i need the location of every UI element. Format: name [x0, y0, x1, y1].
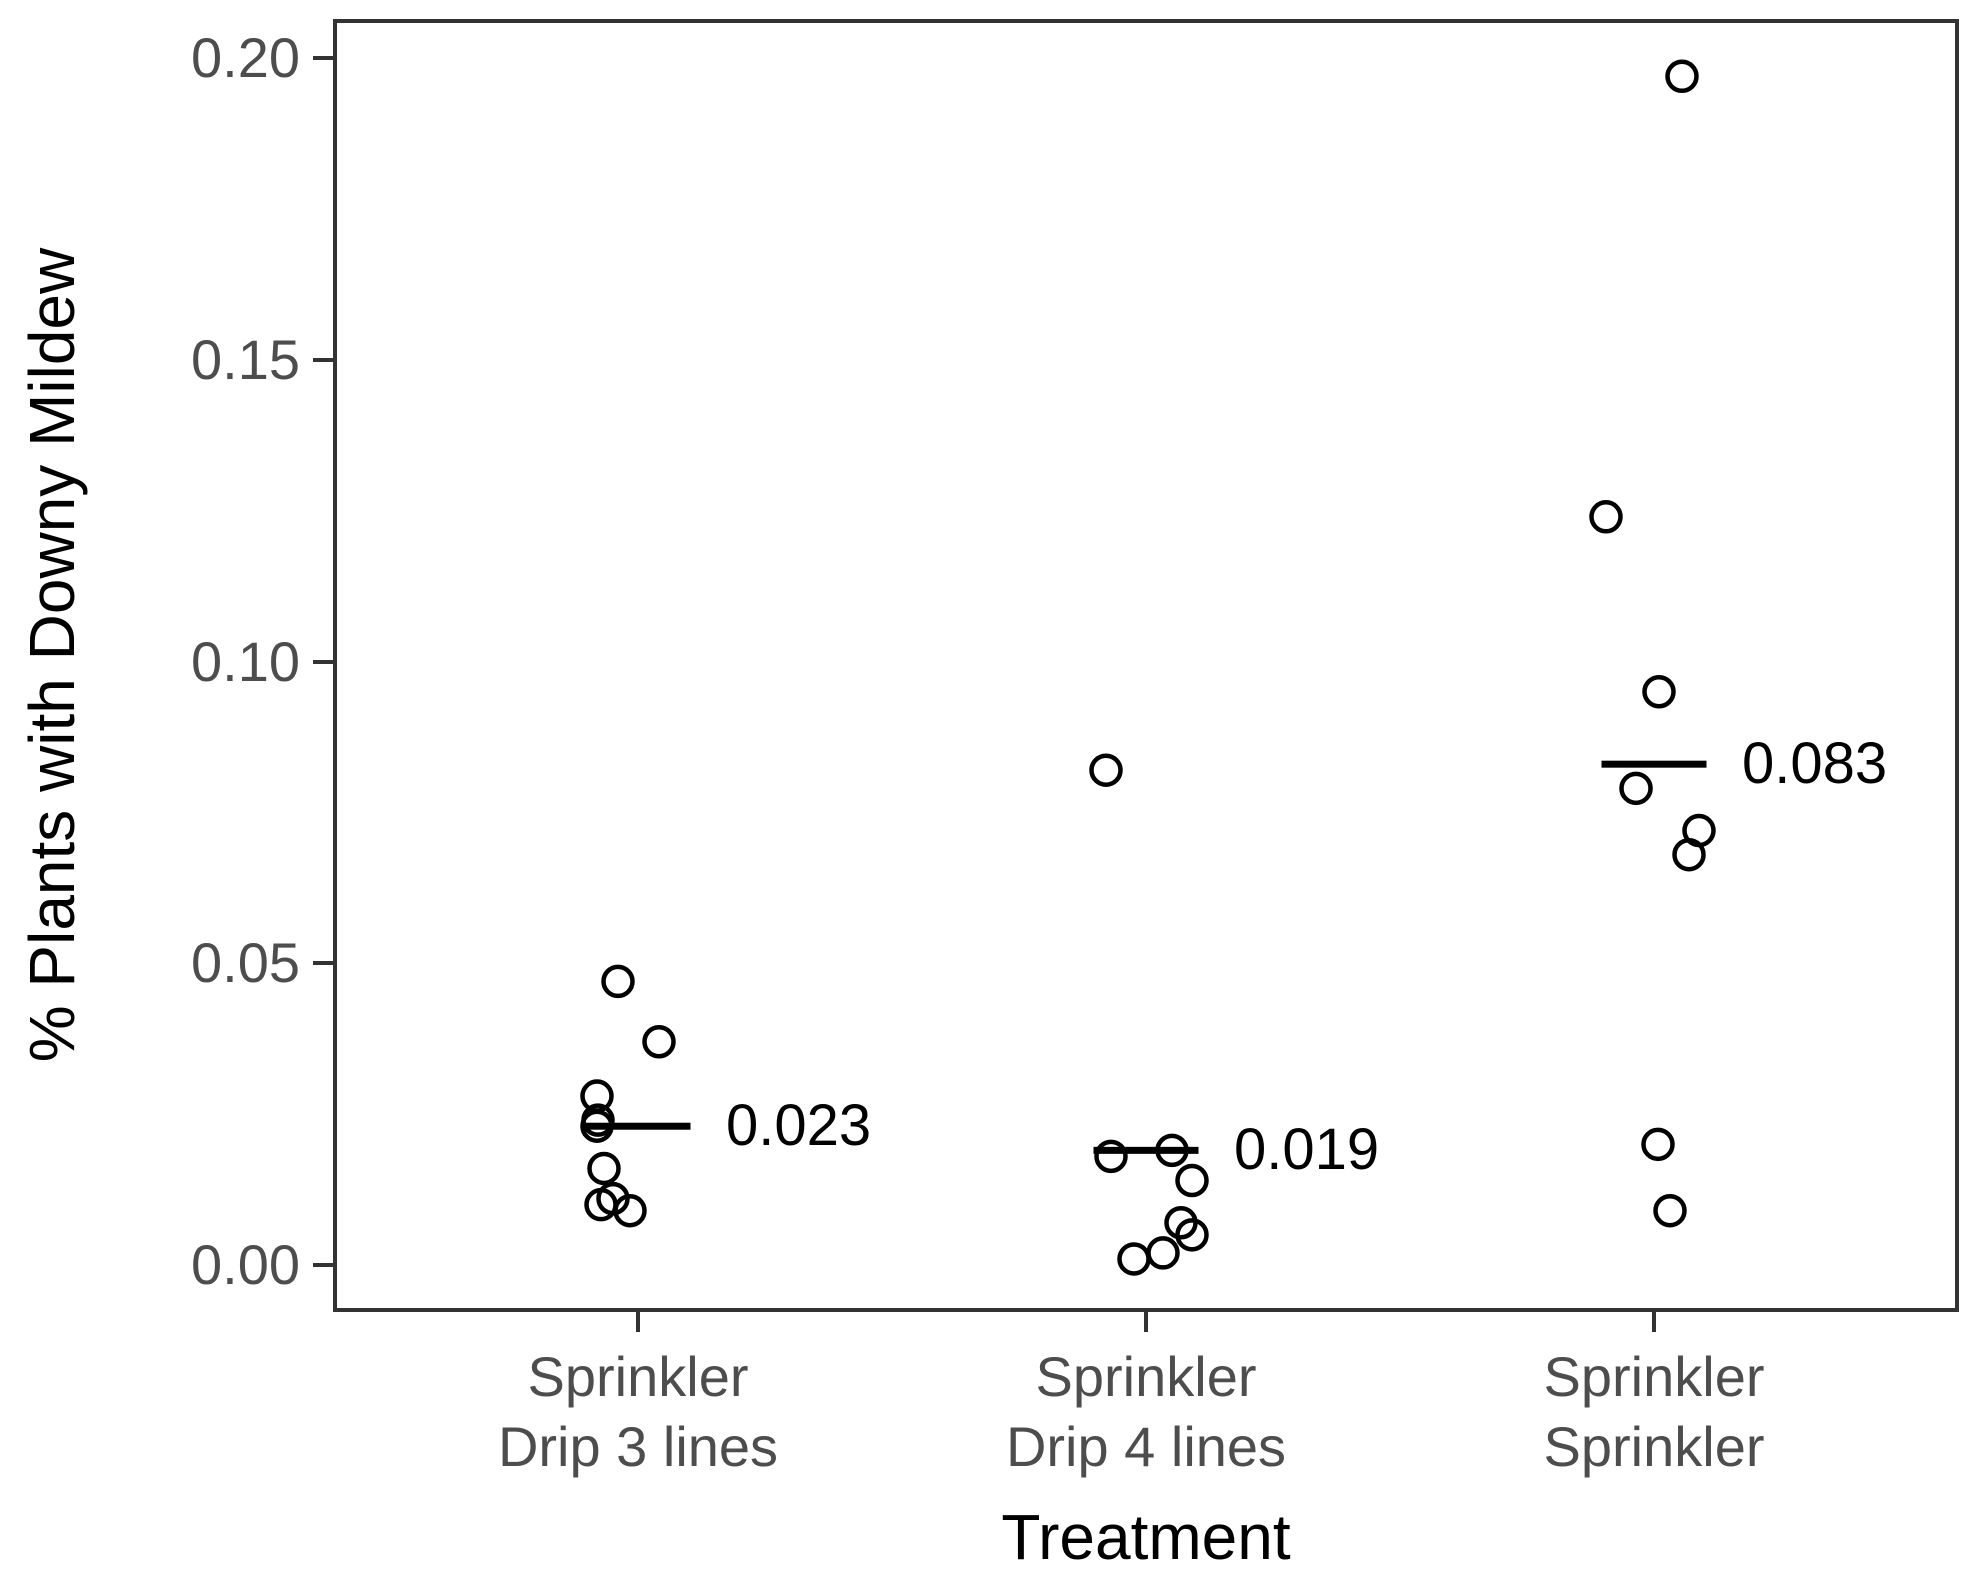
- data-point: [587, 1151, 621, 1186]
- y-axis-tick: [313, 357, 333, 362]
- data-point: [1175, 1163, 1209, 1198]
- x-tick-label-line: Sprinkler: [527, 1345, 749, 1408]
- data-point: [642, 1024, 676, 1059]
- x-tick-label: Sprinkler Drip 4 lines: [846, 1342, 1446, 1482]
- x-tick-label-line: Drip 3 lines: [497, 1415, 779, 1478]
- y-tick-label: 0.15: [191, 327, 300, 391]
- x-tick-label-line: Drip 4 lines: [1005, 1415, 1287, 1478]
- x-axis-tick: [1144, 1312, 1148, 1332]
- data-point: [1146, 1236, 1180, 1270]
- data-point: [1175, 1218, 1209, 1252]
- x-tick-label-line: Sprinkler: [1035, 1345, 1257, 1408]
- y-tick-label: 0.10: [191, 629, 300, 693]
- plot-canvas: [580, 59, 1716, 1276]
- group-mean-line: [1093, 1146, 1199, 1154]
- data-point: [601, 964, 635, 999]
- group-mean-value-label: 0.019: [1234, 1117, 1380, 1183]
- data-point: [1117, 1242, 1151, 1276]
- y-axis-tick: [313, 961, 333, 966]
- y-axis-tick: [313, 659, 333, 664]
- data-point: [1094, 1139, 1128, 1174]
- y-axis-tick: [313, 56, 333, 61]
- x-tick-label: Sprinkler Sprinkler: [1354, 1342, 1954, 1482]
- x-tick-label-line: Sprinkler: [1543, 1345, 1765, 1408]
- group-mean-line: [1601, 760, 1707, 768]
- data-point: [1665, 59, 1699, 94]
- data-point: [1642, 675, 1676, 709]
- x-axis-tick: [1652, 1312, 1656, 1332]
- data-point: [1653, 1193, 1687, 1228]
- x-axis-tick: [636, 1312, 640, 1332]
- data-point: [613, 1193, 647, 1228]
- group-mean-value-label: 0.023: [726, 1093, 872, 1159]
- y-tick-label: 0.05: [191, 931, 300, 995]
- y-axis-tick: [313, 1263, 333, 1267]
- plot-panel: [333, 19, 1959, 1312]
- y-tick-label: 0.00: [191, 1233, 300, 1296]
- data-point: [1672, 837, 1706, 872]
- group-mean-value-label: 0.083: [1742, 731, 1888, 797]
- x-tick-label-line: Sprinkler: [1543, 1415, 1765, 1478]
- data-point: [1619, 771, 1653, 806]
- group-mean-line: [585, 1122, 691, 1130]
- x-tick-label: Sprinkler Drip 3 lines: [338, 1342, 938, 1482]
- data-point: [1641, 1127, 1675, 1162]
- data-point: [1589, 500, 1623, 534]
- y-tick-label: 0.20: [191, 26, 300, 90]
- x-axis-title: Treatment: [1001, 1501, 1291, 1573]
- data-point: [1089, 753, 1123, 787]
